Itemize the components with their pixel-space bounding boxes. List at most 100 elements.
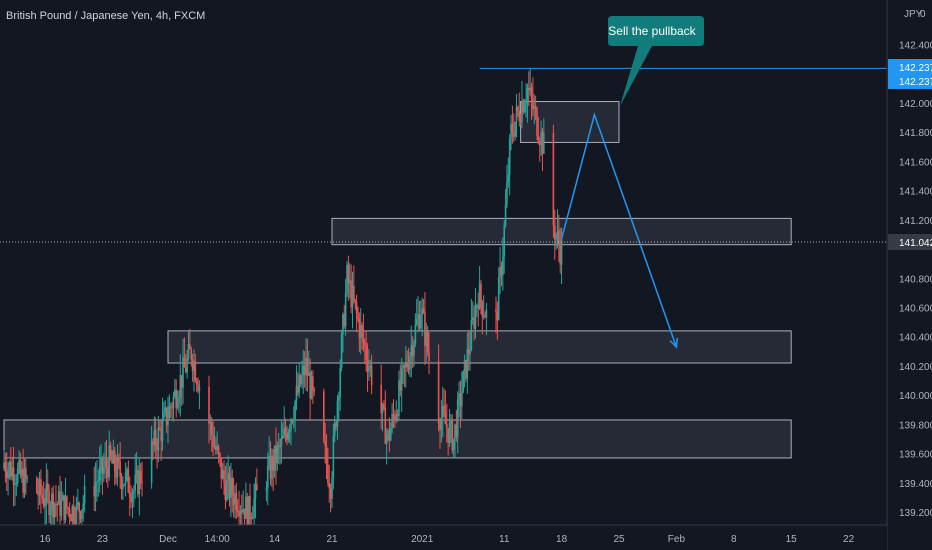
candle: [292, 406, 295, 429]
candle: [57, 485, 60, 506]
candle: [14, 474, 16, 507]
candle: [543, 118, 545, 154]
candle: [521, 80, 523, 129]
candle: [232, 477, 235, 518]
price-tick-label: 140.800: [899, 274, 932, 285]
candle: [194, 353, 197, 383]
candle: [272, 449, 275, 491]
time-tick-label: 2021: [411, 534, 434, 545]
candle: [5, 452, 8, 491]
support-zone-mid[interactable]: [167, 330, 792, 364]
candle: [388, 417, 391, 453]
time-axis-panel: [0, 525, 887, 550]
candle: [537, 116, 540, 145]
candle: [230, 462, 232, 517]
candle: [157, 415, 160, 462]
candle: [15, 473, 18, 497]
candle: [7, 462, 9, 496]
candle: [8, 460, 11, 480]
candle: [4, 452, 7, 483]
time-tick-label: 18: [556, 534, 568, 545]
candle: [506, 164, 508, 208]
time-tick-label: 15: [786, 534, 798, 545]
support-zone-low[interactable]: [3, 419, 792, 459]
callout[interactable]: Sell the pullback: [608, 16, 704, 106]
candle: [409, 351, 411, 377]
candle: [20, 461, 23, 483]
projected-path-arrowhead: [669, 337, 679, 349]
candle: [138, 457, 141, 516]
candle: [135, 452, 138, 484]
candle: [223, 460, 225, 495]
candle: [518, 92, 521, 127]
candle: [179, 354, 182, 417]
candle: [385, 428, 388, 465]
candle: [108, 430, 111, 481]
candle: [120, 472, 123, 500]
candle: [186, 349, 188, 379]
candle: [171, 401, 173, 421]
candle: [213, 426, 216, 450]
candle: [387, 428, 389, 442]
candle: [366, 342, 369, 392]
candle: [396, 409, 399, 422]
scale-mode-label[interactable]: 0: [920, 9, 926, 20]
candle: [10, 447, 12, 481]
price-tick-label: 141.600: [899, 157, 932, 168]
candle: [348, 263, 351, 299]
time-tick-label: 16: [39, 534, 51, 545]
candle: [139, 462, 142, 490]
callout-text: Sell the pullback: [608, 24, 696, 38]
candle: [461, 371, 463, 420]
candle: [403, 364, 406, 388]
candle: [454, 424, 456, 459]
candle: [465, 359, 467, 383]
candle: [25, 459, 27, 495]
candle: [333, 415, 336, 443]
candle: [212, 421, 214, 457]
candle: [133, 485, 135, 508]
candle: [359, 308, 362, 355]
candle: [191, 353, 194, 382]
price-tick-label: 141.200: [899, 216, 932, 227]
projected-path-line[interactable]: [560, 112, 678, 348]
candle: [83, 474, 86, 513]
candle: [291, 418, 294, 425]
candle: [134, 453, 136, 499]
candle: [42, 481, 45, 509]
candle: [101, 456, 104, 495]
candle: [290, 417, 292, 446]
candle: [187, 331, 190, 362]
candle: [253, 483, 255, 527]
candle: [519, 113, 522, 126]
candle: [497, 267, 500, 321]
candle: [183, 337, 186, 368]
candle: [256, 468, 258, 491]
candle: [331, 471, 333, 509]
candle: [541, 127, 544, 172]
candle: [418, 300, 421, 332]
candle: [381, 402, 384, 432]
candle: [97, 469, 100, 497]
candle: [152, 438, 154, 461]
candle: [137, 465, 139, 498]
candle: [215, 436, 217, 455]
candle: [538, 137, 541, 162]
candle: [115, 454, 117, 485]
candle: [239, 505, 242, 527]
time-tick-label: 14:00: [205, 534, 230, 545]
candle: [243, 508, 246, 527]
candle: [437, 344, 440, 432]
candle: [342, 312, 344, 353]
candle: [533, 94, 536, 125]
candle: [265, 481, 268, 502]
candle: [127, 460, 130, 494]
candle: [159, 419, 161, 431]
candle: [75, 496, 78, 528]
candle: [209, 414, 212, 441]
candle: [26, 474, 29, 484]
candle: [67, 506, 70, 517]
candle: [338, 391, 340, 422]
candle: [153, 416, 156, 453]
